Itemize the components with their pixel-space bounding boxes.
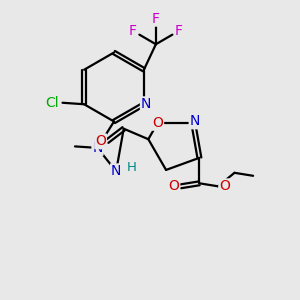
Text: O: O bbox=[152, 116, 163, 130]
Text: F: F bbox=[175, 24, 183, 38]
Text: F: F bbox=[129, 24, 137, 38]
Text: H: H bbox=[127, 161, 136, 174]
Text: N: N bbox=[111, 164, 121, 178]
Text: O: O bbox=[219, 179, 230, 193]
Text: O: O bbox=[95, 134, 106, 148]
Text: N: N bbox=[141, 97, 151, 111]
Text: Cl: Cl bbox=[45, 96, 58, 110]
Text: O: O bbox=[169, 179, 179, 193]
Text: F: F bbox=[152, 12, 160, 26]
Text: N: N bbox=[92, 141, 103, 155]
Text: N: N bbox=[190, 114, 200, 128]
